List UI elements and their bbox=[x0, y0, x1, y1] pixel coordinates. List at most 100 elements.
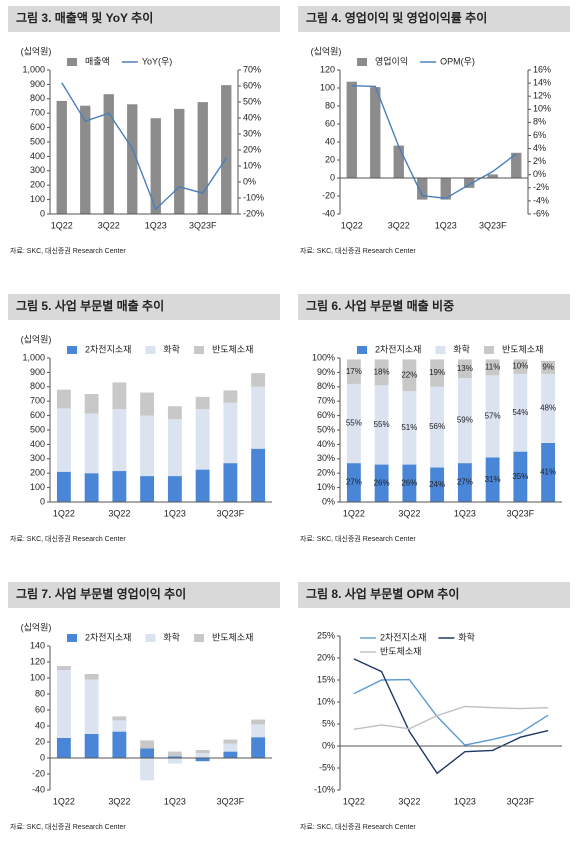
y-tick-label: 0 bbox=[40, 208, 45, 218]
bar-segment bbox=[56, 471, 71, 502]
value-label: 26% bbox=[401, 478, 417, 487]
bar-segment bbox=[513, 373, 528, 452]
bar-segment bbox=[223, 390, 238, 403]
value-label: 24% bbox=[429, 480, 445, 489]
y2-tick-label: 16% bbox=[533, 64, 551, 74]
source: 자료: SKC, 대신증권 Research Center bbox=[10, 822, 126, 831]
y-tick-label: 80% bbox=[317, 381, 335, 391]
unit-label: (십억원) bbox=[21, 45, 52, 56]
y-tick-label: 900 bbox=[30, 367, 45, 377]
value-label: 48% bbox=[540, 404, 556, 413]
legend-marker bbox=[357, 346, 367, 354]
y-tick-label: 200 bbox=[30, 180, 45, 190]
source: 자료: SKC, 대신증권 Research Center bbox=[300, 246, 416, 255]
x-tick-label: 1Q23 bbox=[435, 220, 457, 230]
y-tick-label: 800 bbox=[30, 381, 45, 391]
value-label: 54% bbox=[512, 408, 528, 417]
bar bbox=[150, 118, 161, 214]
legend-label: 매출액 bbox=[85, 55, 110, 66]
bar bbox=[440, 178, 451, 200]
y2-tick-label: 50% bbox=[243, 96, 261, 106]
y2-tick-label: -6% bbox=[533, 208, 549, 218]
y2-tick-label: 0% bbox=[533, 169, 546, 179]
bar bbox=[221, 85, 232, 215]
line bbox=[61, 82, 227, 211]
chart-title: 그림 7. 사업 부문별 영업이익 추이 bbox=[16, 586, 186, 601]
x-tick-label: 1Q23 bbox=[454, 508, 476, 518]
line bbox=[353, 678, 549, 746]
y-tick-label: 700 bbox=[30, 396, 45, 406]
y-tick-label: -10% bbox=[314, 784, 335, 794]
y-tick-label: 60 bbox=[35, 704, 45, 714]
legend-label: 반도체소재 bbox=[212, 632, 253, 642]
bar-segment bbox=[541, 360, 556, 374]
bar bbox=[56, 100, 67, 214]
line bbox=[353, 658, 549, 775]
legend-marker bbox=[435, 346, 446, 354]
bar-segment bbox=[112, 382, 127, 410]
x-tick-label: 3Q22 bbox=[398, 796, 420, 806]
value-label: 57% bbox=[485, 411, 501, 420]
y-tick-label: -40 bbox=[322, 208, 335, 218]
source: 자료: SKC, 대신증권 Research Center bbox=[300, 534, 416, 543]
bar-segment bbox=[56, 408, 71, 472]
unit-label: (십억원) bbox=[311, 45, 342, 56]
y-tick-label: 40 bbox=[325, 136, 335, 146]
value-label: 27% bbox=[457, 478, 473, 487]
y-tick-label: 10% bbox=[317, 696, 335, 706]
y2-tick-label: 40% bbox=[243, 112, 261, 122]
legend-label: 2차전지소재 bbox=[375, 343, 421, 354]
y2-tick-label: 12% bbox=[533, 91, 551, 101]
y-tick-label: 100% bbox=[312, 352, 335, 362]
line bbox=[351, 85, 517, 200]
legend-marker bbox=[193, 346, 204, 354]
bar-segment bbox=[485, 359, 500, 376]
y2-tick-label: 4% bbox=[533, 143, 546, 153]
bar bbox=[103, 94, 114, 214]
y2-tick-label: -4% bbox=[533, 195, 549, 205]
y-tick-label: 20 bbox=[35, 736, 45, 746]
value-label: 55% bbox=[374, 420, 390, 429]
bar-segment bbox=[430, 386, 445, 468]
y2-tick-label: 8% bbox=[533, 117, 546, 127]
bar-segment bbox=[84, 394, 99, 414]
x-tick-label: 3Q23F bbox=[189, 220, 217, 230]
bar bbox=[464, 178, 475, 188]
y-tick-label: 200 bbox=[30, 468, 45, 478]
y2-tick-label: 10% bbox=[243, 160, 261, 170]
bar-segment bbox=[457, 463, 472, 502]
bar-segment bbox=[251, 724, 266, 738]
y-tick-label: 100 bbox=[320, 82, 335, 92]
y-tick-label: 90% bbox=[317, 367, 335, 377]
bar-segment bbox=[374, 359, 389, 386]
y-tick-label: 600 bbox=[30, 122, 45, 132]
bar-segment bbox=[140, 392, 155, 416]
y-tick-label: 500 bbox=[30, 424, 45, 434]
y-tick-label: 120 bbox=[320, 64, 335, 74]
y-tick-label: 40 bbox=[35, 720, 45, 730]
y2-tick-label: -2% bbox=[533, 182, 549, 192]
legend-marker bbox=[145, 346, 156, 354]
bar-segment bbox=[513, 359, 528, 374]
y-tick-label: 100 bbox=[30, 482, 45, 492]
value-label: 55% bbox=[346, 419, 362, 428]
y-tick-label: -40 bbox=[32, 784, 45, 794]
legend-marker bbox=[193, 634, 204, 642]
bar-segment bbox=[251, 719, 266, 725]
y-tick-label: 1,000 bbox=[22, 64, 45, 74]
legend-marker bbox=[67, 346, 77, 354]
bar-segment bbox=[402, 359, 417, 392]
bar-segment bbox=[167, 758, 182, 764]
line bbox=[353, 705, 549, 730]
y2-tick-label: 70% bbox=[243, 64, 261, 74]
y-tick-label: 60 bbox=[325, 118, 335, 128]
bar-segment bbox=[112, 720, 127, 732]
bar bbox=[393, 145, 404, 178]
title-bar bbox=[8, 294, 280, 320]
bar-segment bbox=[374, 385, 389, 465]
y-tick-label: 900 bbox=[30, 79, 45, 89]
bar-segment bbox=[56, 738, 71, 758]
unit-label: (십억원) bbox=[21, 621, 52, 632]
y-tick-label: 25% bbox=[317, 630, 335, 640]
